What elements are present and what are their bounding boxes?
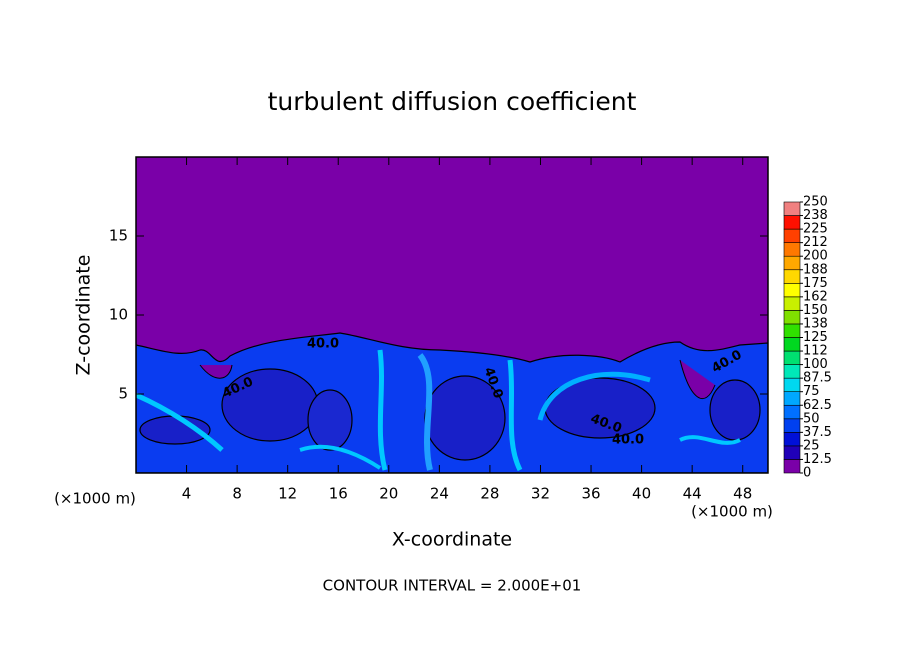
streak	[679, 435, 741, 445]
colorbar-label: 25	[803, 438, 820, 453]
eddy	[307, 389, 353, 451]
eddy	[709, 379, 761, 441]
colorbar-label: 225	[803, 222, 828, 237]
colorbar-label: 112	[803, 344, 828, 359]
colorbar-label: 212	[803, 235, 828, 250]
contour-label: 40.0	[307, 337, 339, 352]
x-tick-label: 24	[430, 485, 449, 503]
colorbar-band	[783, 350, 801, 365]
x-tick-label: 28	[480, 485, 499, 503]
colorbar-band	[783, 215, 801, 230]
x-unit: (×1000 m)	[691, 503, 773, 521]
colorbar-label: 50	[803, 411, 820, 426]
x-unit: (×1000 m)	[54, 490, 136, 508]
colorbar-band	[783, 404, 801, 420]
x-tick-label: 20	[379, 485, 398, 503]
streak	[537, 371, 651, 421]
colorbar-label: 37.5	[803, 425, 832, 440]
colorbar-band	[783, 337, 801, 352]
colorbar-label: 87.5	[803, 371, 832, 386]
eddy	[424, 375, 506, 461]
streak	[507, 359, 523, 472]
streak	[377, 349, 388, 471]
colorbar-band	[783, 269, 801, 284]
colorbar-band	[783, 255, 801, 271]
colorbar-label: 238	[803, 208, 828, 223]
colorbar-label: 138	[803, 316, 828, 331]
contour-label: 40.0	[612, 433, 644, 448]
colorbar-label: 75	[803, 384, 820, 399]
colorbar-band	[783, 310, 801, 325]
y-axis-label: Z-coordinate	[73, 255, 95, 376]
colorbar-label: 162	[803, 289, 828, 304]
colorbar-label: 12.5	[803, 452, 832, 467]
colorbar-band	[783, 323, 801, 338]
x-tick-label: 48	[733, 485, 752, 503]
x-tick-label: 16	[329, 485, 348, 503]
colorbar-label: 200	[803, 249, 828, 264]
field	[136, 332, 768, 473]
entrainment	[679, 359, 716, 400]
chart-title: turbulent diffusion coefficient	[268, 87, 637, 116]
colorbar-label: 188	[803, 262, 828, 277]
x-axis-label: X-coordinate	[392, 529, 512, 551]
colorbar-label: 175	[803, 276, 828, 291]
colorbar-label: 250	[803, 195, 828, 210]
y-tick-label: 15	[109, 227, 128, 245]
streak	[299, 444, 382, 470]
colorbar-band	[783, 377, 801, 392]
colorbar-band	[783, 459, 801, 474]
colorbar-band	[783, 432, 801, 447]
colorbar-band	[783, 296, 801, 311]
colorbar-band	[783, 418, 801, 433]
x-tick-label: 40	[632, 485, 651, 503]
colorbar-band	[783, 364, 801, 379]
colorbar-label: 100	[803, 357, 828, 372]
colorbar-band	[783, 445, 801, 460]
colorbar-band	[783, 282, 801, 298]
colorbar-band	[783, 391, 801, 406]
colorbar-band	[783, 201, 801, 216]
streak	[136, 392, 224, 452]
footer: CONTOUR INTERVAL = 2.000E+01	[323, 577, 582, 595]
x-tick-label: 8	[232, 485, 242, 503]
streak	[417, 353, 433, 471]
x-tick-label: 12	[278, 485, 297, 503]
x-tick-label: 44	[683, 485, 702, 503]
entrainment	[199, 364, 233, 379]
colorbar-label: 0	[803, 466, 811, 481]
colorbar-band	[783, 228, 801, 243]
colorbar-label: 62.5	[803, 398, 832, 413]
y-tick-label: 5	[118, 385, 128, 403]
colorbar-label: 150	[803, 303, 828, 318]
y-tick-label: 10	[109, 306, 128, 324]
x-tick-label: 4	[182, 485, 192, 503]
colorbar-band	[783, 242, 801, 257]
colorbar-label: 125	[803, 330, 828, 345]
x-tick-label: 36	[581, 485, 600, 503]
x-tick-label: 32	[531, 485, 550, 503]
